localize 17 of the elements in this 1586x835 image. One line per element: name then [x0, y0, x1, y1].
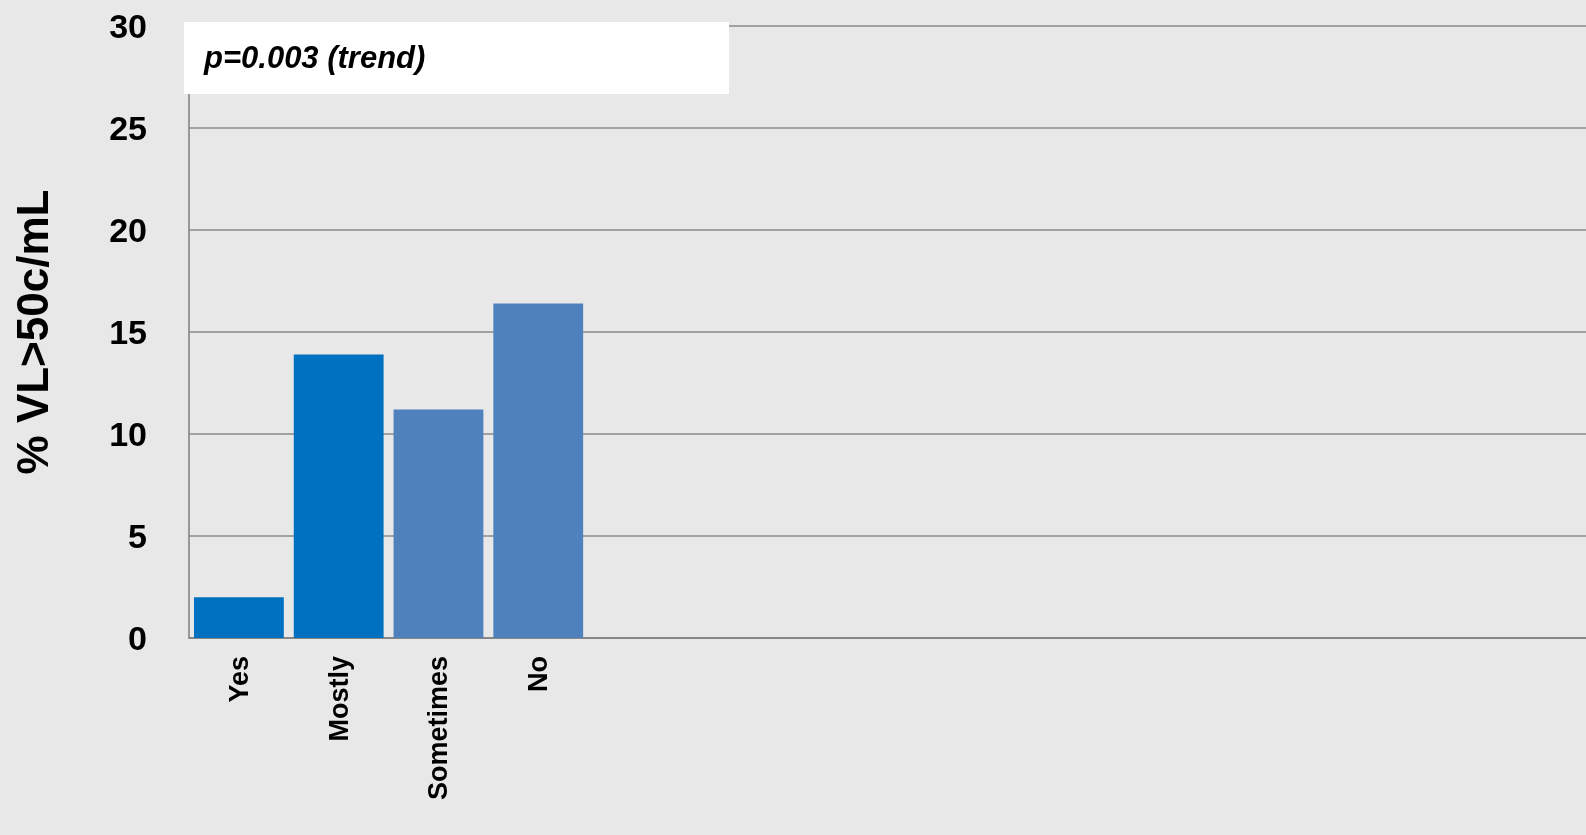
- x-tick-label: No: [523, 656, 554, 692]
- x-tick-label: Mostly: [323, 656, 354, 742]
- y-tick-label: 15: [109, 313, 147, 351]
- y-tick-label: 0: [128, 619, 147, 657]
- y-tick-label: 20: [109, 211, 147, 249]
- bar: [493, 303, 584, 638]
- bar: [193, 597, 284, 638]
- x-tick-label: Sometimes: [423, 656, 454, 801]
- y-tick-label: 25: [109, 109, 147, 147]
- bar: [293, 354, 384, 638]
- y-axis-title: % VL>50c/mL: [7, 189, 57, 475]
- annotation: p=0.003 (trend): [204, 39, 426, 77]
- y-tick-label: 30: [109, 7, 147, 45]
- bar: [393, 409, 484, 638]
- x-tick-label: Yes: [223, 656, 254, 703]
- y-tick-label: 10: [109, 415, 147, 453]
- y-tick-label: 5: [128, 517, 147, 555]
